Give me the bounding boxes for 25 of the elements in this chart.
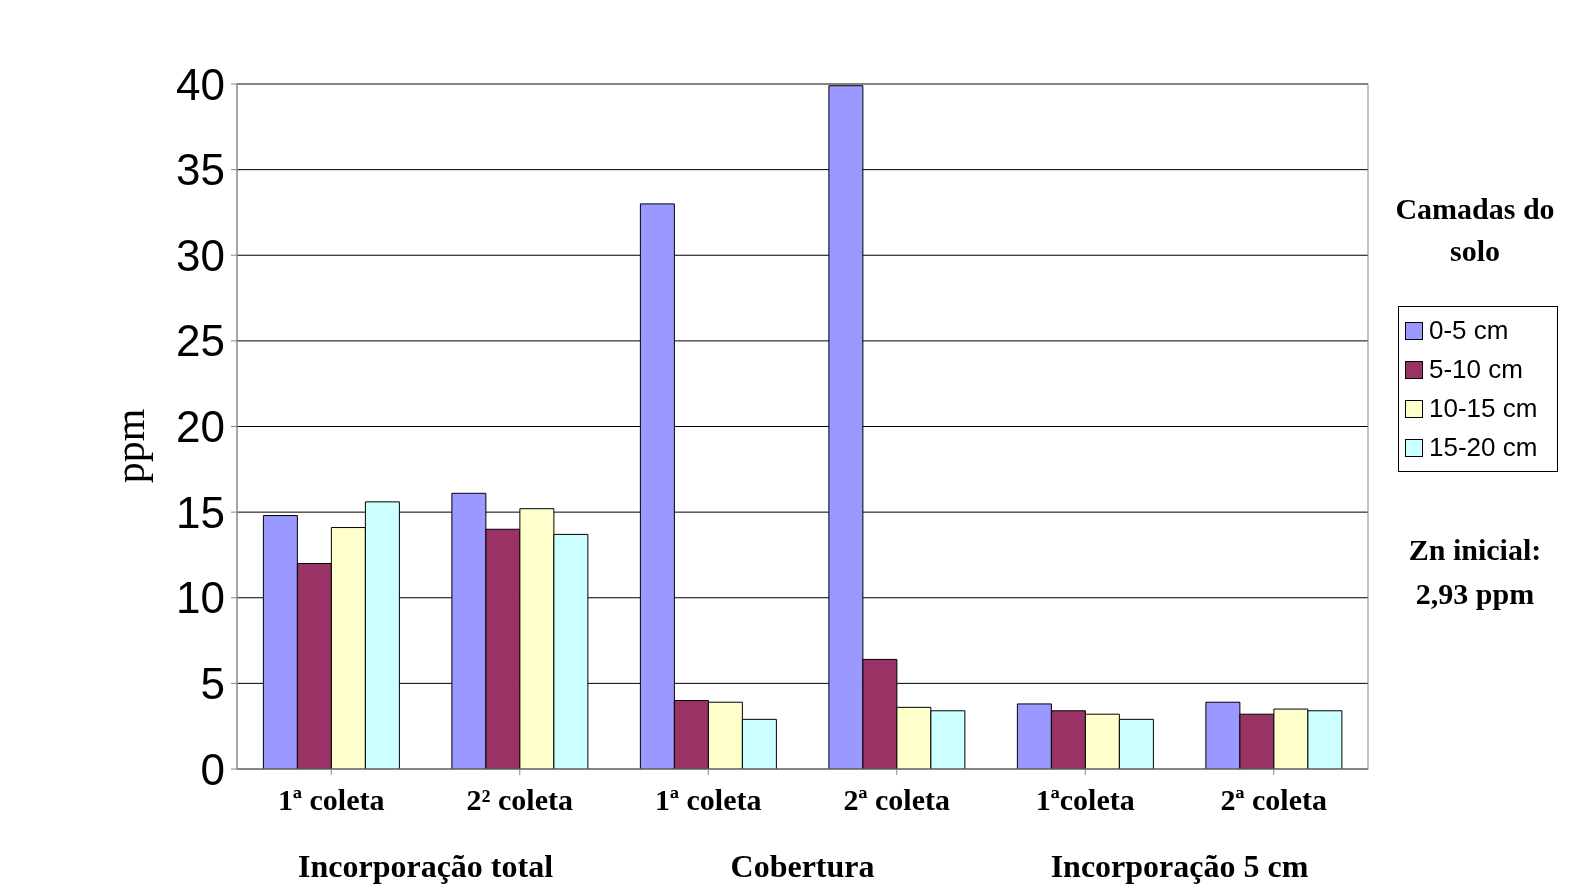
legend-title: Camadas do solo (1394, 191, 1556, 269)
y-tick-label: 15 (176, 487, 225, 537)
x-tick-label: 2ª coleta (843, 783, 950, 817)
text: Zn inicial: 2,93 ppm (1407, 532, 1543, 612)
x-tick-label: 2ª coleta (1220, 783, 1327, 817)
y-tick-label: 35 (176, 145, 225, 195)
y-tick-label: 20 (176, 402, 225, 452)
x-tick-label: 2² coleta (466, 783, 573, 817)
text: Cobertura (729, 848, 876, 885)
y-tick-label: 10 (176, 573, 225, 623)
x-tick-label: 1ªcoleta (1035, 783, 1135, 817)
x-tick-label: 1ª coleta (278, 783, 385, 817)
legend-label: 0-5 cm (1429, 315, 1509, 346)
text: Incorporação 5 cm (1049, 848, 1310, 885)
legend-label: 10-15 cm (1429, 393, 1538, 424)
legend-label: 5-10 cm (1429, 354, 1523, 385)
y-tick-label: 40 (176, 59, 225, 109)
x-tick-label: 1ª coleta (655, 783, 762, 817)
y-tick-label: 0 (200, 744, 225, 794)
text: Incorporação total (296, 848, 555, 885)
y-tick-label: 5 (200, 658, 225, 708)
legend-label: 15-20 cm (1429, 432, 1538, 463)
y-tick-label: 25 (176, 316, 225, 366)
y-axis-title: ppm (106, 407, 154, 486)
y-tick-label: 30 (176, 230, 225, 280)
